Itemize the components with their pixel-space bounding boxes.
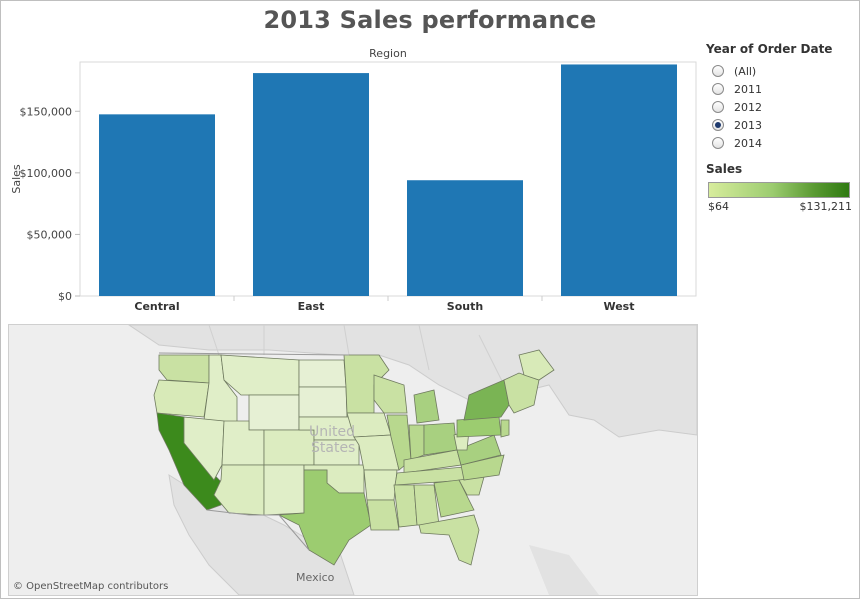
bar-chart-svg: Region Sales $0 $50,000 $100,000 $150,000 Cent… [10,47,697,313]
year-option-all[interactable]: (All) [706,62,856,80]
x-tick-label-south: South [447,300,483,313]
y-tick-label: $0 [58,290,72,303]
year-option-2014[interactable]: 2014 [706,134,856,152]
sales-color-legend: Sales $64 $131,211 [706,162,856,214]
x-tick-label-west: West [603,300,634,313]
radio-label: 2014 [734,136,762,150]
radio-button[interactable] [712,65,724,77]
x-tick-label-east: East [298,300,325,313]
country-label-states: States [311,440,356,456]
radio-button[interactable] [712,119,724,131]
sales-map[interactable]: United States Mexico © OpenStreetMap con… [8,324,698,596]
bar-east [253,73,369,296]
sales-by-region-chart[interactable]: Region Sales $0 $50,000 $100,000 $150,000 Cent… [0,40,700,320]
radio-button[interactable] [712,137,724,149]
radio-label: 2013 [734,118,762,132]
bar-west [561,64,677,296]
bar-central [99,114,215,296]
map-svg [9,325,697,595]
legend-gradient [708,182,850,198]
filter-title: Year of Order Date [706,42,833,56]
year-radio-list: (All) 2011 2012 2013 2014 [706,62,856,152]
florida-gulf-land [529,545,599,595]
y-axis-label: Sales [10,164,23,194]
year-filter: Year of Order Date (All) 2011 2012 2013 2014 [706,42,856,152]
year-option-2011[interactable]: 2011 [706,80,856,98]
year-option-2013[interactable]: 2013 [706,116,856,134]
us-states[interactable] [153,349,555,566]
country-label-united: United [309,424,355,440]
map-attribution[interactable]: © OpenStreetMap contributors [13,581,169,592]
y-tick-label: $150,000 [20,105,73,118]
legend-max-label: $131,211 [799,200,853,213]
radio-button[interactable] [712,101,724,113]
page-title: 2013 Sales performance [263,6,597,34]
country-borders [158,352,350,551]
legend-min-label: $64 [708,200,729,213]
radio-label: 2011 [734,82,762,96]
y-tick-label: $100,000 [20,167,73,180]
radio-button[interactable] [712,83,724,95]
mexico-label: Mexico [296,571,335,584]
year-option-2012[interactable]: 2012 [706,98,856,116]
chart-header: Region [369,47,407,60]
bar-south [407,180,523,296]
radio-label: 2012 [734,100,762,114]
x-tick-label-central: Central [134,300,179,313]
radio-label: (All) [734,64,757,78]
y-tick-label: $50,000 [27,228,73,241]
legend-title: Sales [706,162,743,176]
